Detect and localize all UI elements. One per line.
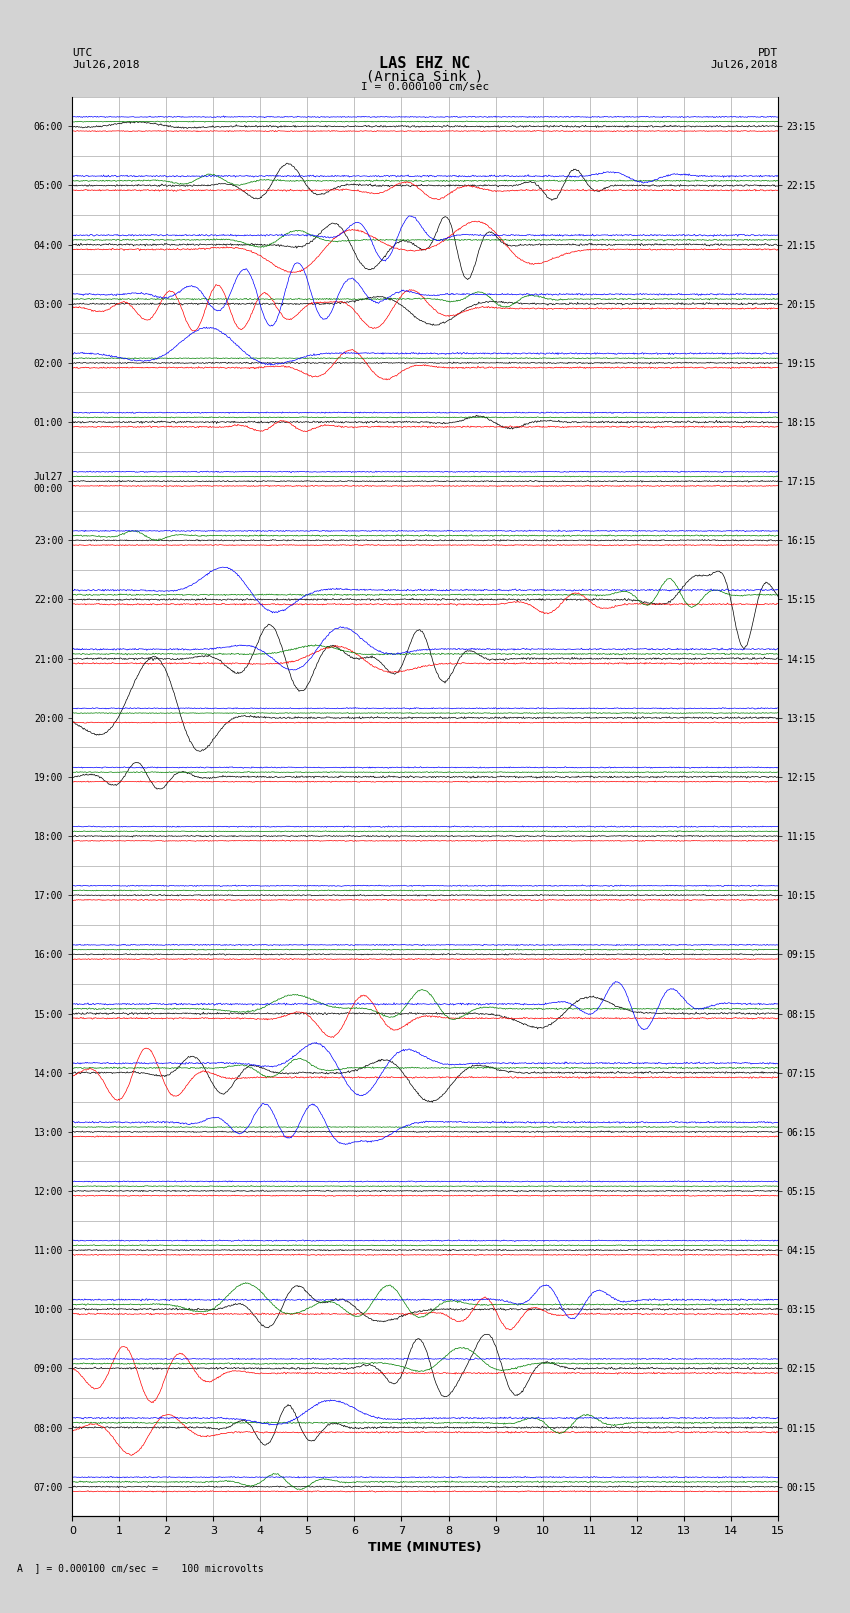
Text: PDT
Jul26,2018: PDT Jul26,2018 [711, 48, 778, 69]
Text: I = 0.000100 cm/sec: I = 0.000100 cm/sec [361, 82, 489, 92]
Text: A  ] = 0.000100 cm/sec =    100 microvolts: A ] = 0.000100 cm/sec = 100 microvolts [17, 1563, 264, 1573]
X-axis label: TIME (MINUTES): TIME (MINUTES) [368, 1542, 482, 1555]
Text: UTC
Jul26,2018: UTC Jul26,2018 [72, 48, 139, 69]
Text: LAS EHZ NC: LAS EHZ NC [379, 56, 471, 71]
Text: (Arnica Sink ): (Arnica Sink ) [366, 69, 484, 84]
